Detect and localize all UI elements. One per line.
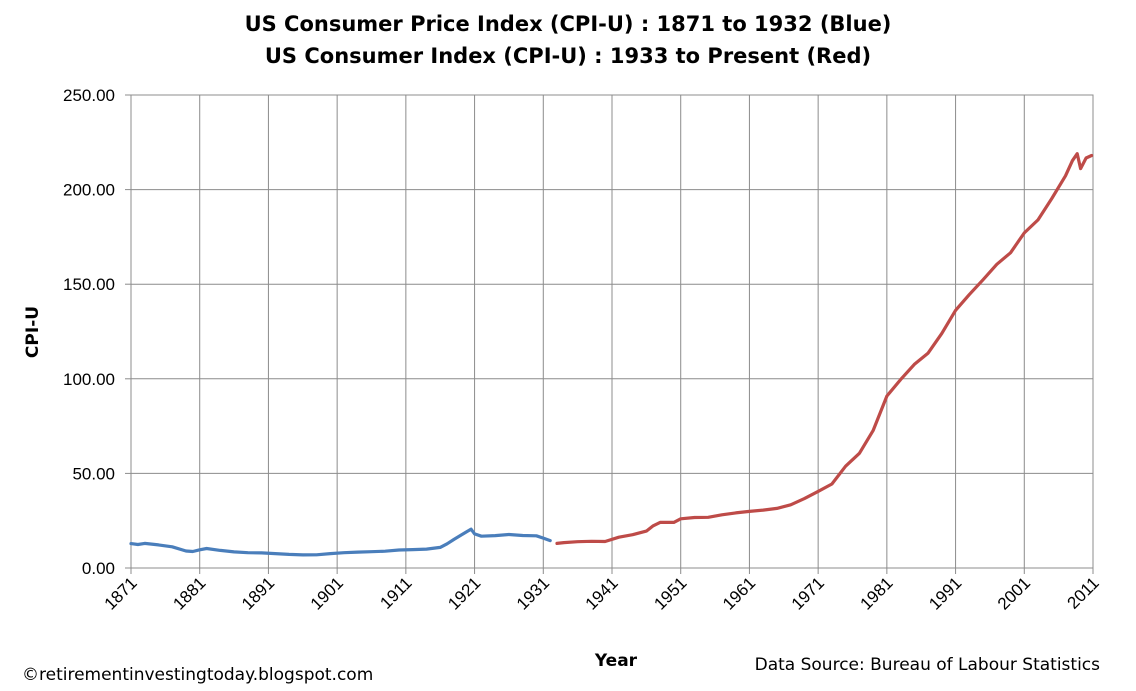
y-tick-label: 100.00	[63, 370, 115, 389]
x-tick-label: 1951	[650, 573, 690, 613]
y-tick-label: 150.00	[63, 275, 115, 294]
series-line-1	[129, 527, 552, 557]
x-tick-label: 1961	[719, 573, 759, 613]
x-tick-label: 1881	[169, 573, 209, 613]
series-lines	[129, 152, 1094, 557]
footer-source: Data Source: Bureau of Labour Statistics	[754, 655, 1100, 675]
y-tick-label: 200.00	[63, 181, 115, 200]
y-tick-labels: 0.00 50.00 100.00 150.00 200.00 250.00	[63, 86, 115, 578]
x-tick-label: 1901	[307, 573, 347, 613]
x-tick-label: 1941	[582, 573, 622, 613]
y-axis-title: CPI-U	[23, 306, 43, 358]
x-tick-label: 2011	[1064, 573, 1103, 612]
x-tick-label: 1911	[376, 573, 415, 612]
chart-subtitle: US Consumer Index (CPI-U) : 1933 to Pres…	[264, 44, 872, 68]
x-tick-label: 1921	[444, 573, 484, 613]
plot-area-border	[130, 94, 1094, 569]
series-line-2	[555, 152, 1094, 546]
x-tick-label: 1871	[101, 573, 141, 613]
x-tick-label: 1891	[238, 573, 278, 613]
footer-copyright: ©retirementinvestingtoday.blogspot.com	[22, 665, 374, 685]
x-tick-label: 1991	[925, 573, 965, 613]
chart-title: US Consumer Price Index (CPI-U) : 1871 t…	[244, 12, 892, 36]
y-tick-label: 250.00	[63, 86, 115, 105]
y-tick-label: 50.00	[72, 464, 115, 483]
x-tick-label: 1971	[788, 573, 828, 613]
grid	[130, 94, 1094, 569]
x-tick-labels: 1871 1881 1891 1901 1911 1921 1931 1941 1951 1961…	[101, 573, 1103, 613]
x-tick-label: 2001	[994, 573, 1034, 613]
x-tick-label: 1931	[513, 573, 553, 613]
x-tick-label: 1981	[857, 573, 897, 613]
x-axis-title: Year	[594, 651, 638, 671]
y-tick-label: 0.00	[82, 559, 115, 578]
axes	[125, 94, 1094, 574]
